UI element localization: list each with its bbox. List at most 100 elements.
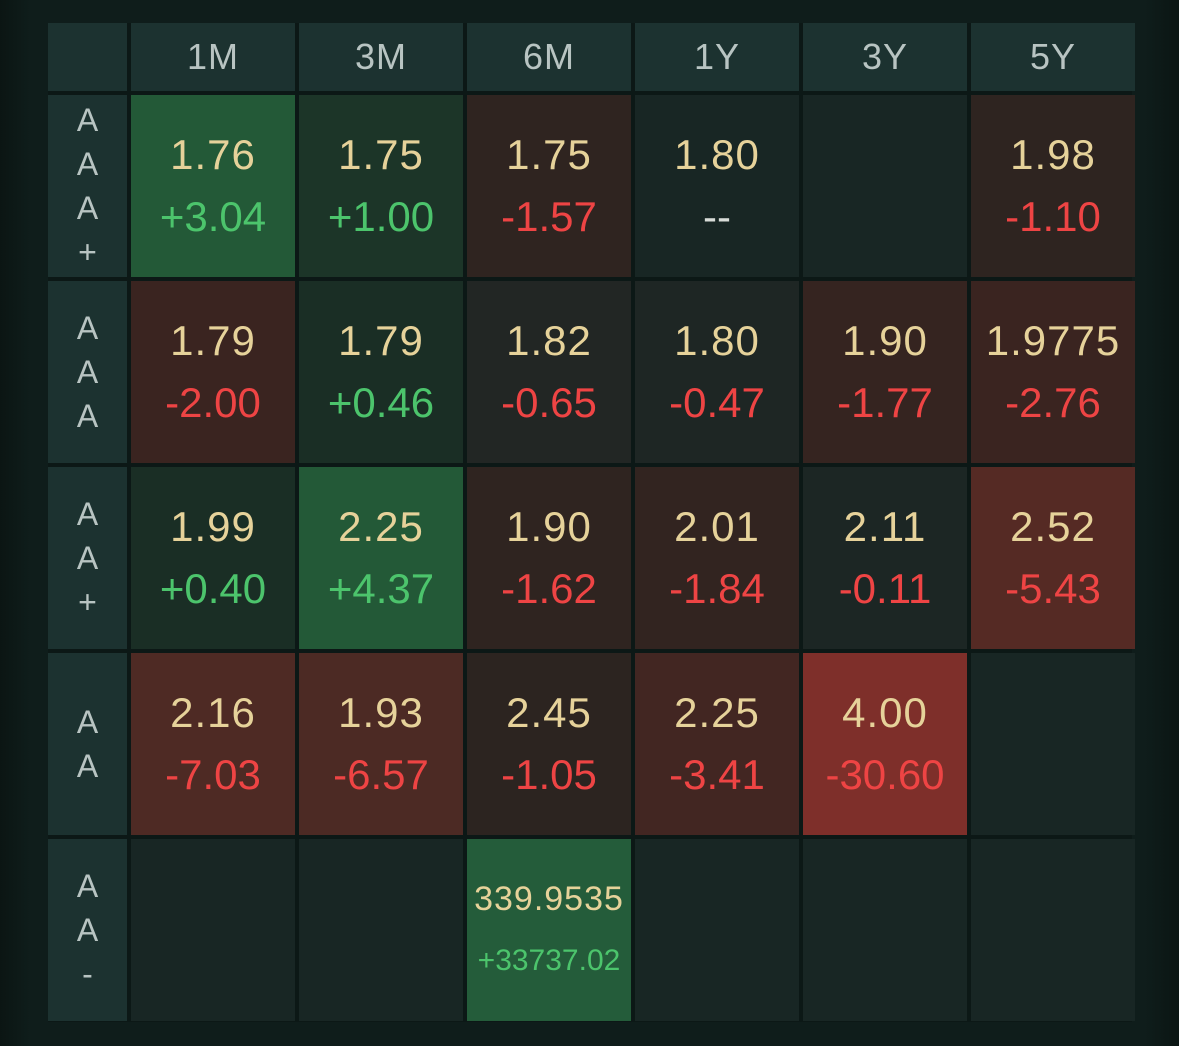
heatmap-cell-5y[interactable]: 1.98 -1.10: [971, 95, 1135, 277]
cell-change: -2.00: [165, 379, 261, 426]
cell-price: 1.79: [338, 317, 424, 364]
row-header-char: +: [78, 584, 97, 620]
cell-change: -7.03: [165, 751, 261, 798]
row-header-char: A: [76, 102, 99, 138]
heatmap-cell-1y[interactable]: 2.25 -3.41: [635, 653, 799, 835]
cell-change: --: [703, 193, 731, 240]
cell-change: +0.46: [327, 379, 435, 426]
heatmap-cell-3y[interactable]: [803, 95, 967, 277]
cell-price: 1.76: [170, 131, 256, 178]
cell-price: 1.90: [842, 317, 928, 364]
cell-price: 1.82: [506, 317, 592, 364]
heatmap-cell-5y[interactable]: 2.52 -5.43: [971, 467, 1135, 649]
heatmap-cell-3y[interactable]: 2.11 -0.11: [803, 467, 967, 649]
heatmap-cell-3m[interactable]: 1.79 +0.46: [299, 281, 463, 463]
heatmap-cell-3m[interactable]: 1.93 -6.57: [299, 653, 463, 835]
heatmap-cell-3m[interactable]: 2.25 +4.37: [299, 467, 463, 649]
cell-change: -3.41: [669, 751, 765, 798]
row-header-0[interactable]: A A A +: [48, 95, 127, 277]
heatmap-cell-1y[interactable]: 1.80 -0.47: [635, 281, 799, 463]
cell-price: 2.16: [170, 689, 256, 736]
heatmap-cell-6m[interactable]: 1.90 -1.62: [467, 467, 631, 649]
cell-price: 1.9775: [985, 317, 1121, 364]
cell-price: 1.90: [506, 503, 592, 550]
cell-price: 1.80: [674, 131, 760, 178]
heatmap-cell-6m[interactable]: 1.82 -0.65: [467, 281, 631, 463]
cell-change: -2.76: [1005, 379, 1101, 426]
heatmap-cell-6m[interactable]: 339.9535 +33737.02: [467, 839, 631, 1021]
heatmap-cell-5y[interactable]: [971, 653, 1135, 835]
cell-price: 2.01: [674, 503, 760, 550]
cell-change: +4.37: [327, 565, 435, 612]
column-header-5y[interactable]: 5Y: [971, 23, 1135, 91]
row-header-char: A: [76, 748, 99, 784]
heatmap-cell-6m[interactable]: 2.45 -1.05: [467, 653, 631, 835]
cell-price: 2.52: [1010, 503, 1096, 550]
row-header-char: A: [76, 868, 99, 904]
cell-change: -1.62: [501, 565, 597, 612]
cell-change: +3.04: [159, 193, 267, 240]
row-header-char: A: [76, 704, 99, 740]
cell-price: 1.75: [338, 131, 424, 178]
cell-change: -0.65: [501, 379, 597, 426]
row-header-char: A: [76, 310, 99, 346]
cell-change: +0.40: [159, 565, 267, 612]
row-header-char: A: [76, 354, 99, 390]
cell-price: 1.98: [1010, 131, 1096, 178]
cell-price: 4.00: [842, 689, 928, 736]
cell-price: 1.79: [170, 317, 256, 364]
column-header-3y[interactable]: 3Y: [803, 23, 967, 91]
heatmap-cell-5y[interactable]: 1.9775 -2.76: [971, 281, 1135, 463]
heatmap-cell-1m[interactable]: 1.99 +0.40: [131, 467, 295, 649]
row-header-char: A: [76, 146, 99, 182]
cell-price: 2.11: [843, 503, 927, 550]
cell-change: -1.10: [1005, 193, 1101, 240]
cell-price: 1.75: [506, 131, 592, 178]
heatmap-cell-3m[interactable]: 1.75 +1.00: [299, 95, 463, 277]
row-header-char: A: [76, 398, 99, 434]
row-header-char: A: [76, 540, 99, 576]
cell-price: 1.99: [170, 503, 256, 550]
heatmap-cell-3y[interactable]: 1.90 -1.77: [803, 281, 967, 463]
heatmap-cell-1m[interactable]: 2.16 -7.03: [131, 653, 295, 835]
cell-price: 1.93: [338, 689, 424, 736]
column-header-6m[interactable]: 6M: [467, 23, 631, 91]
heatmap-cell-1y[interactable]: 2.01 -1.84: [635, 467, 799, 649]
cell-price: 2.25: [338, 503, 424, 550]
heatmap-cell-3m[interactable]: [299, 839, 463, 1021]
cell-change: -1.05: [501, 751, 597, 798]
heatmap-cell-1m[interactable]: 1.76 +3.04: [131, 95, 295, 277]
row-header-char: A: [76, 190, 99, 226]
row-header-char: A: [76, 912, 99, 948]
heatmap-cell-1y[interactable]: 1.80 --: [635, 95, 799, 277]
row-header-char: +: [78, 234, 97, 270]
row-header-2[interactable]: A A +: [48, 467, 127, 649]
heatmap-cell-6m[interactable]: 1.75 -1.57: [467, 95, 631, 277]
heatmap-cell-3y[interactable]: 4.00 -30.60: [803, 653, 967, 835]
heatmap-grid: 1M 3M 6M 1Y 3Y 5Y A A A +1.76 +3.04 1.75 +1.00 1.75 -1…: [48, 23, 1135, 1022]
cell-change: -5.43: [1005, 565, 1101, 612]
cell-change: -6.57: [333, 751, 429, 798]
cell-change: +33737.02: [477, 944, 621, 977]
heatmap-cell-3y[interactable]: [803, 839, 967, 1021]
cell-price: 1.80: [674, 317, 760, 364]
column-header-1y[interactable]: 1Y: [635, 23, 799, 91]
heatmap-cell-5y[interactable]: [971, 839, 1135, 1021]
cell-change: -1.84: [669, 565, 765, 612]
heatmap-cell-1m[interactable]: 1.79 -2.00: [131, 281, 295, 463]
column-header-1m[interactable]: 1M: [131, 23, 295, 91]
cell-change: -1.57: [501, 193, 597, 240]
cell-change: -0.11: [838, 565, 932, 612]
cell-change: +1.00: [327, 193, 435, 240]
cell-change: -30.60: [825, 751, 945, 798]
column-header-3m[interactable]: 3M: [299, 23, 463, 91]
row-header-char: A: [76, 496, 99, 532]
grid-corner: [48, 23, 127, 91]
cell-change: -0.47: [669, 379, 765, 426]
heatmap-cell-1m[interactable]: [131, 839, 295, 1021]
heatmap-cell-1y[interactable]: [635, 839, 799, 1021]
